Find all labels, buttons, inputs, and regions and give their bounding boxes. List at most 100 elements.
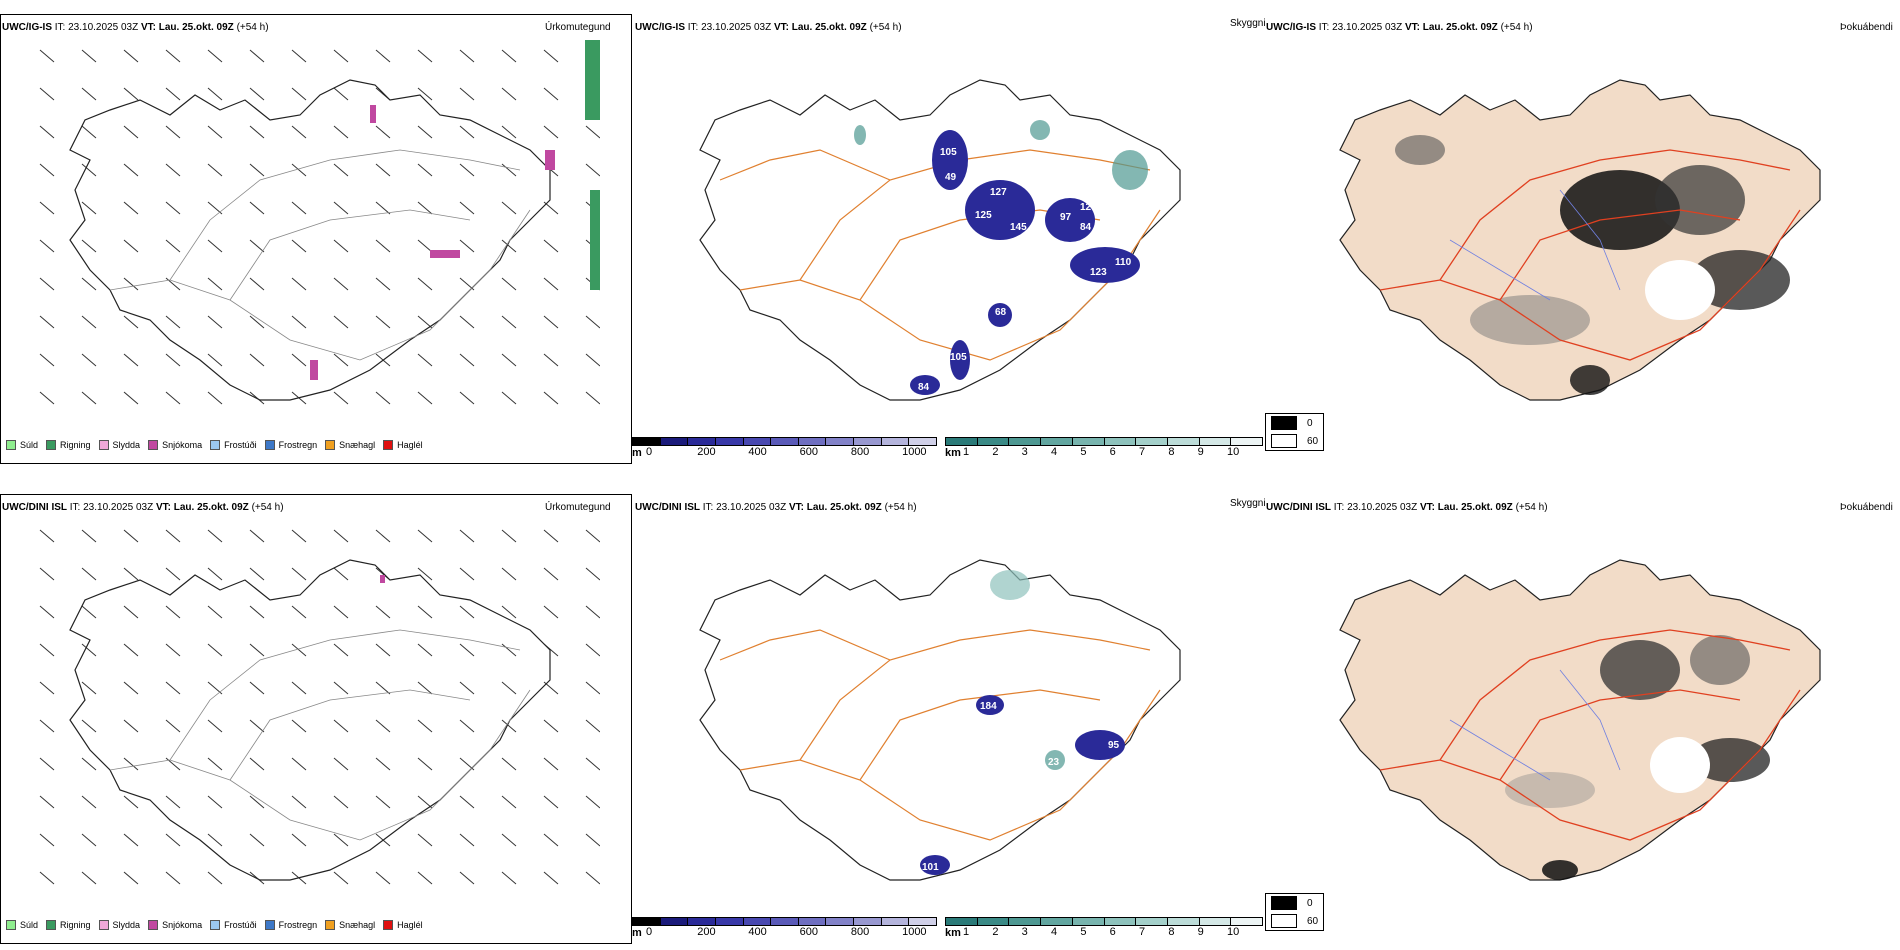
wind-barb xyxy=(375,239,391,253)
visibility-value-label: 145 xyxy=(1010,222,1027,233)
wind-barb xyxy=(123,315,139,329)
iceland-outline xyxy=(69,79,551,401)
lead-time: (+54 h) xyxy=(1515,502,1548,513)
wind-barb xyxy=(375,163,391,177)
wind-barb xyxy=(417,125,433,139)
colorbar-bin xyxy=(881,918,910,925)
wind-barb xyxy=(333,277,349,291)
colorbar-bin xyxy=(1009,918,1042,925)
precip-legend-item: Snæhagl xyxy=(325,920,375,930)
legend-label: Rigning xyxy=(60,440,91,450)
wind-barb xyxy=(165,391,181,405)
legend-swatch xyxy=(98,440,109,450)
wind-barb xyxy=(585,529,600,543)
colorbar-bin xyxy=(660,918,689,925)
wind-barb xyxy=(207,163,223,177)
wind-barb xyxy=(375,125,391,139)
wind-barb xyxy=(81,719,97,733)
wind-barb xyxy=(165,833,181,847)
wind-barb xyxy=(207,871,223,885)
colorbar-bin xyxy=(909,438,937,445)
iceland-outline xyxy=(699,559,1181,881)
wind-barb xyxy=(501,757,517,771)
wind-barb xyxy=(207,719,223,733)
wind-barb xyxy=(207,529,223,543)
wind-barb xyxy=(39,163,55,177)
wind-barb xyxy=(207,643,223,657)
colorbar-tick: 200 xyxy=(697,446,716,458)
wind-barb xyxy=(123,719,139,733)
colorbar-bin xyxy=(1136,438,1168,445)
colorbar-bin xyxy=(771,918,799,925)
wind-barb xyxy=(291,353,307,367)
wind-barb xyxy=(207,391,223,405)
colorbar-tick: 400 xyxy=(748,446,767,458)
wind-barb xyxy=(543,87,559,101)
wind-barb xyxy=(501,353,517,367)
wind-barb xyxy=(333,529,349,543)
legend-label: Frostregn xyxy=(278,920,318,930)
wind-barb xyxy=(81,277,97,291)
wind-barb xyxy=(543,315,559,329)
wind-barb xyxy=(459,49,475,63)
wind-barb xyxy=(81,125,97,139)
wind-barb xyxy=(543,49,559,63)
wind-barb xyxy=(291,757,307,771)
panel-type-fog-index: Þokuábendi xyxy=(1840,22,1893,33)
legend-swatch xyxy=(6,920,16,930)
wind-barb xyxy=(81,681,97,695)
fog-legend-label: 60 xyxy=(1307,435,1319,447)
visibility-value-label: 49 xyxy=(945,172,957,183)
wind-barb xyxy=(585,757,600,771)
colorbar-bin xyxy=(826,918,855,925)
colorbar-tick: 1 xyxy=(963,926,970,938)
wind-barb xyxy=(417,315,433,329)
panel-header-row1-precip: UWC/IG-IS IT: 23.10.2025 03Z VT: Lau. 25… xyxy=(2,22,269,33)
wind-barb xyxy=(123,239,139,253)
colorbar-bin xyxy=(977,438,1010,445)
colorbar-tick: 10 xyxy=(1227,926,1240,938)
legend-swatch xyxy=(6,440,16,450)
wind-barb xyxy=(543,605,559,619)
wind-barb xyxy=(333,163,349,177)
wind-barb xyxy=(249,49,265,63)
wind-barb xyxy=(81,239,97,253)
wind-barb xyxy=(333,353,349,367)
wind-barb xyxy=(585,871,600,885)
wind-barb xyxy=(165,757,181,771)
wind-barb xyxy=(543,567,559,581)
wind-barb xyxy=(81,871,97,885)
vt-label: VT: xyxy=(1404,22,1420,33)
colorbar-bin xyxy=(633,438,661,445)
wind-barb xyxy=(333,125,349,139)
wind-barb xyxy=(123,353,139,367)
precip-legend-row2: Súld Rigning Slydda Snjókoma Frostúði Frostre… xyxy=(6,920,423,930)
colorbar-tick: 4 xyxy=(1051,446,1058,458)
roads xyxy=(109,149,531,361)
colorbar-tick: 2 xyxy=(992,446,999,458)
roads xyxy=(109,629,531,841)
wind-barb xyxy=(459,795,475,809)
it-value: 23.10.2025 03Z xyxy=(701,22,772,33)
wind-barb xyxy=(81,643,97,657)
wind-barb xyxy=(165,239,181,253)
wind-barb xyxy=(543,391,559,405)
legend-label: Frostúði xyxy=(224,920,257,930)
precip-legend-item: Rigning xyxy=(46,920,91,930)
rivers xyxy=(1449,669,1621,781)
wind-barb xyxy=(249,605,265,619)
wind-barb xyxy=(207,833,223,847)
precip-type-panel-row1 xyxy=(0,14,632,464)
colorbar-tick: 6 xyxy=(1109,446,1116,458)
wind-barb xyxy=(333,833,349,847)
wind-barb xyxy=(501,681,517,695)
legend-label: Haglél xyxy=(397,440,423,450)
wind-barb xyxy=(333,605,349,619)
wind-barb xyxy=(123,871,139,885)
colorbar-tick: 200 xyxy=(697,926,716,938)
iceland-map-visibility-row1: 105 49 127 125 145 97 12 84 110 123 68 105 84 xyxy=(699,79,1181,401)
vt-label: VT: xyxy=(1419,502,1435,513)
wind-barb xyxy=(417,757,433,771)
wind-barb xyxy=(165,315,181,329)
colorbar-bin xyxy=(854,918,882,925)
